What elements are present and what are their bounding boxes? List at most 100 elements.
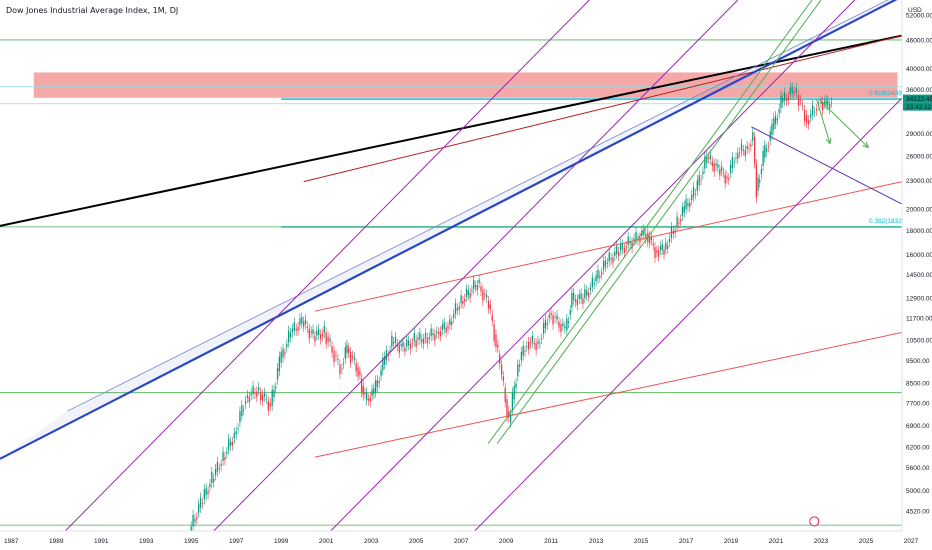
purple-channel-1	[64, 0, 590, 531]
candle-body	[550, 312, 552, 316]
candle-body	[558, 321, 560, 328]
projection-arrowhead	[862, 141, 870, 149]
candle-body	[587, 292, 590, 298]
fib-label: 0.618(34381.53)	[869, 90, 917, 97]
candle-body	[254, 392, 256, 394]
candle-body	[233, 432, 235, 439]
candle-body	[601, 272, 603, 275]
price-label: 23:42:12	[906, 104, 932, 111]
y-tick-label: 52000.00	[906, 13, 932, 20]
candle-body	[449, 319, 451, 326]
candle-body	[432, 333, 434, 336]
candle-body	[544, 319, 547, 329]
candle-body	[213, 478, 215, 483]
candle-body	[460, 295, 462, 303]
price-label-bg	[903, 102, 932, 111]
candle-body	[235, 431, 237, 435]
green-steep-1	[487, 0, 813, 445]
candle-body	[415, 339, 417, 347]
purple-channel-2	[213, 0, 739, 531]
candle-body	[635, 231, 637, 240]
x-tick-label: 2013	[589, 538, 604, 545]
candle-body	[474, 285, 477, 288]
candle-body	[533, 342, 535, 345]
candle-body	[491, 314, 493, 321]
candle-body	[196, 517, 198, 520]
candle-body	[437, 332, 440, 334]
candle-body	[604, 260, 607, 267]
candle-body	[278, 356, 281, 372]
candle-body	[430, 328, 432, 337]
candle-body	[342, 362, 345, 364]
chart-title: Dow Jones Industrial Average Index, 1M, …	[6, 6, 179, 15]
candle-body	[353, 357, 355, 360]
candle-body	[389, 350, 391, 352]
candle-body	[392, 341, 395, 344]
candle-body	[226, 451, 228, 454]
candle-body	[216, 461, 219, 472]
candle-body	[757, 177, 759, 191]
candle-body	[471, 290, 473, 292]
candle-body	[413, 333, 415, 342]
x-tick-label: 1993	[139, 538, 154, 545]
candle-body	[404, 347, 406, 352]
candle-body	[606, 262, 608, 264]
candle-body	[351, 355, 354, 358]
candle-body	[357, 367, 359, 377]
x-tick-label: 2019	[724, 538, 739, 545]
candle-body	[493, 324, 495, 342]
candle-body	[199, 497, 202, 508]
candle-body	[803, 110, 806, 122]
candle-body	[391, 335, 393, 347]
red-channel-top	[314, 181, 902, 312]
candle-body	[289, 332, 292, 338]
candle-body	[417, 337, 419, 340]
candle-body	[807, 120, 810, 125]
candle-body	[443, 322, 445, 329]
candle-body	[214, 469, 217, 476]
candle-body	[508, 410, 510, 418]
y-tick-label: 26000.00	[906, 153, 932, 160]
x-tick-label: 1997	[229, 538, 244, 545]
candle-body	[341, 368, 343, 370]
y-tick-label: 29000.00	[906, 131, 932, 138]
candle-body	[458, 306, 460, 310]
candle-body	[621, 243, 624, 250]
candle-body	[478, 279, 480, 284]
candle-body	[789, 87, 791, 95]
candle-body	[614, 251, 616, 256]
candle-body	[717, 164, 719, 168]
candle-body	[467, 290, 469, 295]
candle-body	[364, 393, 366, 394]
x-tick-label: 2023	[814, 538, 829, 545]
candle-body	[827, 100, 829, 106]
candle-body	[473, 280, 475, 290]
candle-body	[529, 342, 532, 344]
candle-body	[825, 99, 827, 105]
candle-body	[780, 95, 782, 108]
candle-body	[813, 111, 816, 113]
candle-body	[572, 292, 575, 300]
candle-body	[419, 332, 421, 340]
candle-body	[680, 219, 682, 221]
candle-body	[764, 144, 766, 158]
candle-body	[308, 328, 310, 339]
black-trendline	[0, 34, 902, 227]
candle-body	[668, 238, 671, 242]
candle-body	[535, 343, 537, 351]
y-tick-label: 18000.00	[906, 228, 932, 235]
candle-body	[426, 338, 429, 344]
candle-body	[293, 322, 295, 331]
candle-body	[552, 315, 554, 325]
candle-body	[617, 251, 620, 256]
candle-body	[359, 371, 361, 375]
candle-body	[801, 104, 804, 106]
candle-body	[539, 343, 541, 344]
candle-body	[744, 149, 746, 157]
x-tick-label: 2025	[859, 538, 874, 545]
candle-body	[762, 150, 764, 166]
candle-body	[520, 351, 523, 361]
candle-body	[398, 344, 400, 353]
